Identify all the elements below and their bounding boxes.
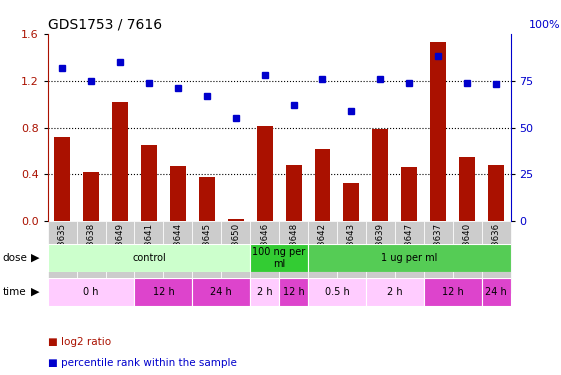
Text: 24 h: 24 h <box>485 286 507 297</box>
Bar <box>77 221 105 292</box>
Bar <box>54 137 70 221</box>
Bar <box>170 166 186 221</box>
Bar <box>366 221 395 292</box>
Bar <box>141 145 157 221</box>
Bar <box>286 165 301 221</box>
Text: 1 ug per ml: 1 ug per ml <box>381 253 438 263</box>
Bar <box>459 157 475 221</box>
Text: ▶: ▶ <box>31 253 39 263</box>
Bar <box>250 244 308 272</box>
Bar <box>430 42 446 221</box>
Text: 0.5 h: 0.5 h <box>325 286 350 297</box>
Bar <box>48 244 250 272</box>
Text: ■ percentile rank within the sample: ■ percentile rank within the sample <box>48 357 237 368</box>
Bar <box>163 221 192 292</box>
Text: 100%: 100% <box>529 20 560 30</box>
Text: 24 h: 24 h <box>210 286 232 297</box>
Bar <box>250 221 279 292</box>
Text: GDS1753 / 7616: GDS1753 / 7616 <box>48 17 162 31</box>
Bar <box>279 278 308 306</box>
Text: control: control <box>132 253 166 263</box>
Bar <box>135 278 192 306</box>
Bar <box>453 221 481 292</box>
Text: time: time <box>3 286 26 297</box>
Bar <box>279 221 308 292</box>
Bar <box>401 167 417 221</box>
Bar <box>481 221 511 292</box>
Bar <box>315 148 330 221</box>
Bar <box>48 278 135 306</box>
Bar <box>395 221 424 292</box>
Bar <box>257 126 273 221</box>
Bar <box>135 221 163 292</box>
Bar <box>308 278 366 306</box>
Text: ■ log2 ratio: ■ log2 ratio <box>48 337 111 347</box>
Bar <box>343 183 360 221</box>
Text: 12 h: 12 h <box>442 286 463 297</box>
Bar <box>424 278 481 306</box>
Bar <box>308 221 337 292</box>
Bar <box>424 221 453 292</box>
Bar <box>366 278 424 306</box>
Bar <box>308 244 511 272</box>
Text: 12 h: 12 h <box>153 286 174 297</box>
Text: 2 h: 2 h <box>387 286 403 297</box>
Bar <box>83 172 99 221</box>
Text: 0 h: 0 h <box>84 286 99 297</box>
Bar <box>112 102 128 221</box>
Bar <box>481 278 511 306</box>
Bar <box>48 221 77 292</box>
Text: 100 ng per
ml: 100 ng per ml <box>252 247 306 268</box>
Bar <box>228 219 243 221</box>
Bar <box>373 129 388 221</box>
Text: ▶: ▶ <box>31 286 39 297</box>
Bar <box>192 278 250 306</box>
Text: dose: dose <box>3 253 27 263</box>
Bar <box>337 221 366 292</box>
Bar <box>192 221 221 292</box>
Bar <box>250 278 279 306</box>
Bar <box>221 221 250 292</box>
Bar <box>488 165 504 221</box>
Bar <box>105 221 135 292</box>
Text: 2 h: 2 h <box>257 286 273 297</box>
Text: 12 h: 12 h <box>283 286 305 297</box>
Bar <box>199 177 215 221</box>
